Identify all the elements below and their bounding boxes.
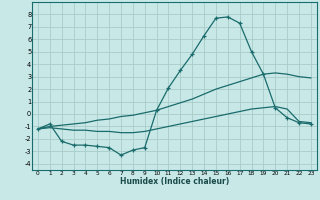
X-axis label: Humidex (Indice chaleur): Humidex (Indice chaleur) [120, 177, 229, 186]
